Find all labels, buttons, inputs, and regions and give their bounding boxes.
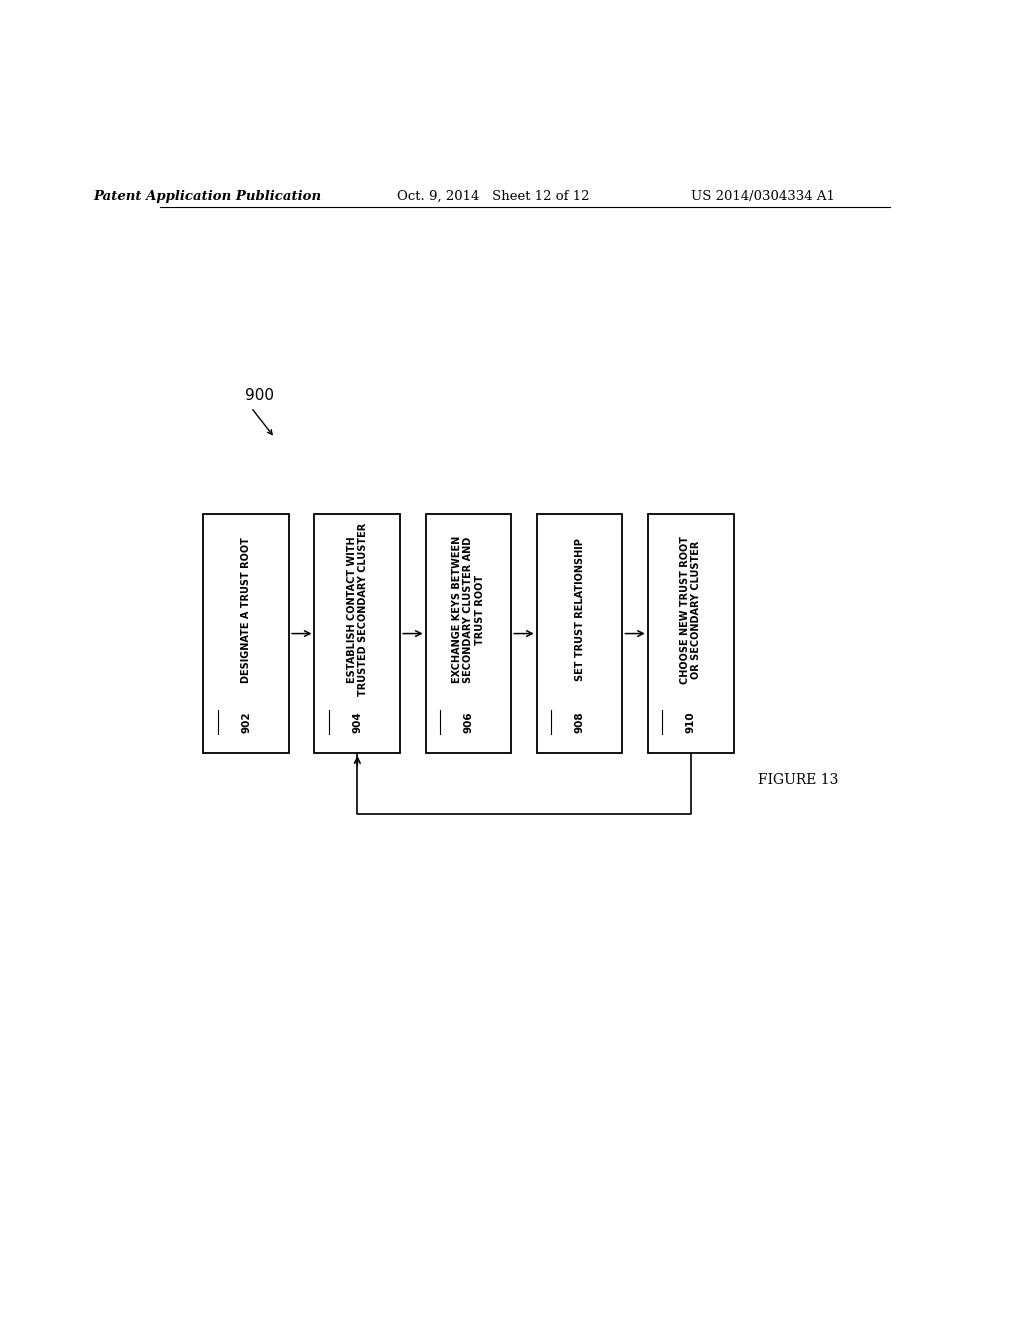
Text: Oct. 9, 2014   Sheet 12 of 12: Oct. 9, 2014 Sheet 12 of 12 [397, 190, 589, 202]
Text: SET TRUST RELATIONSHIP: SET TRUST RELATIONSHIP [574, 539, 585, 681]
Text: 906: 906 [464, 711, 473, 733]
Text: 908: 908 [574, 711, 585, 733]
Text: ESTABLISH CONTACT WITH
TRUSTED SECONDARY CLUSTER: ESTABLISH CONTACT WITH TRUSTED SECONDARY… [346, 523, 369, 697]
Text: DESIGNATE A TRUST ROOT: DESIGNATE A TRUST ROOT [242, 537, 251, 682]
Bar [314, 515, 400, 752]
Bar [426, 515, 511, 752]
Text: Patent Application Publication: Patent Application Publication [93, 190, 322, 202]
Text: 900: 900 [246, 388, 274, 403]
Bar [648, 515, 733, 752]
Text: 902: 902 [242, 711, 251, 733]
Bar [204, 515, 289, 752]
Bar [537, 515, 623, 752]
Text: 910: 910 [686, 711, 695, 733]
Text: EXCHANGE KEYS BETWEEN
SECONDARY CLUSTER AND
TRUST ROOT: EXCHANGE KEYS BETWEEN SECONDARY CLUSTER … [452, 536, 485, 684]
Text: FIGURE 13: FIGURE 13 [759, 774, 839, 788]
Text: US 2014/0304334 A1: US 2014/0304334 A1 [691, 190, 835, 202]
Text: CHOOSE NEW TRUST ROOT
OR SECONDARY CLUSTER: CHOOSE NEW TRUST ROOT OR SECONDARY CLUST… [680, 536, 701, 684]
Text: 904: 904 [352, 711, 362, 733]
